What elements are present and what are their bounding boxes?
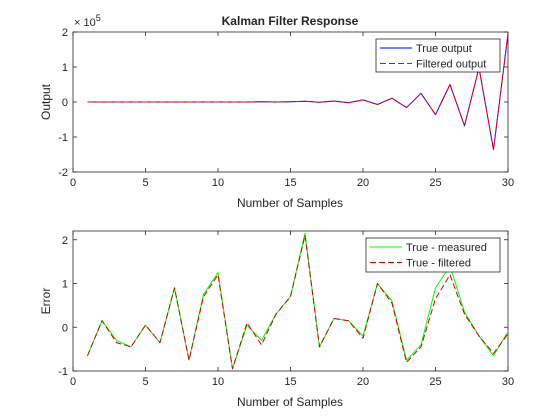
bottom-x-axis-label: Number of Samples (237, 395, 343, 409)
top-x-axis-label: Number of Samples (237, 196, 343, 210)
bottom-axes: Number of Samples Error 0 5 10 15 20 25 30-101… (39, 230, 514, 409)
x-tick-label: 20 (357, 177, 369, 189)
x-tick-label: 15 (284, 177, 296, 189)
x-tick-label: 25 (429, 376, 441, 388)
exponent-power: 5 (96, 13, 101, 23)
top-axis-ticks: 0 5 10 15 20 25 30 -2 -1 0 1 2 (58, 27, 514, 189)
x-tick-label: 5 (142, 177, 148, 189)
x-tick-label: 10 (212, 177, 224, 189)
y-tick-label: 1 (62, 279, 68, 291)
x-tick-label: 30 (502, 177, 514, 189)
top-y-axis-label: Output (39, 83, 53, 120)
y-tick-label: 0 (62, 97, 68, 109)
bottom-series-lines (87, 232, 509, 370)
x-tick-label: 5 (142, 376, 148, 388)
top-series-lines (87, 33, 509, 151)
top-legend: True output Filtered output (375, 38, 501, 73)
x-tick-label: 0 (70, 376, 76, 388)
x-tick-label: 25 (429, 177, 441, 189)
y-tick-label: -2 (58, 167, 68, 179)
x-tick-label: 0 (70, 177, 76, 189)
x-tick-label: 20 (357, 376, 369, 388)
series-line-filtered-output (87, 33, 509, 151)
x-tick-label: 10 (212, 376, 224, 388)
bottom-legend: True - measured True - filtered (365, 237, 501, 273)
y-tick-label: 2 (62, 235, 68, 247)
exponent-multiplier: × 105 (74, 13, 101, 29)
legend-label: True - filtered (406, 258, 471, 270)
legend-label: True - measured (406, 242, 487, 254)
y-tick-label: 1 (62, 62, 68, 74)
legend-label: True output (416, 43, 472, 55)
bottom-y-axis-label: Error (39, 288, 53, 315)
top-axes: Kalman Filter Response Number of Samples… (39, 13, 514, 210)
y-tick-label: -1 (58, 366, 68, 378)
legend-box (365, 237, 501, 273)
y-tick-label: -1 (58, 132, 68, 144)
x-tick-label: 30 (502, 376, 514, 388)
y-tick-label: 0 (62, 322, 68, 334)
y-tick-label: 2 (62, 27, 68, 39)
x-tick-label: 15 (284, 376, 296, 388)
series-line-true-filtered (87, 234, 509, 370)
legend-box (375, 38, 501, 73)
top-chart-title: Kalman Filter Response (222, 14, 359, 28)
exponent-base: × 10 (74, 17, 96, 29)
legend-label: Filtered output (416, 59, 486, 71)
